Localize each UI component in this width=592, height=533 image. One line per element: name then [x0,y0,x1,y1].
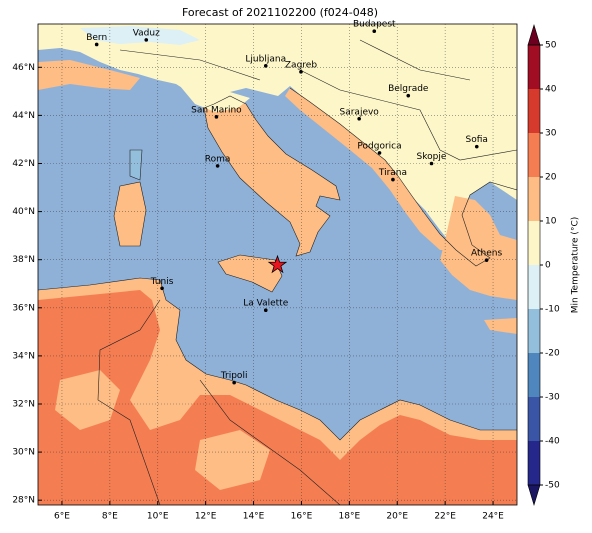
city-dot [263,308,268,312]
city-label: Tirana [378,168,407,178]
city-dot [377,151,382,155]
city-label: Vaduz [133,28,160,38]
colorbar-segment [528,265,540,309]
colorbar-segment [528,309,540,353]
city-label: San Marino [191,105,242,115]
city-label: Tunis [150,277,174,287]
city-dot [215,164,220,168]
city-label: Tripoli [220,371,248,381]
city-label: Sarajevo [340,107,380,117]
colorbar-segment [528,133,540,177]
colorbar-segment [528,221,540,265]
colorbar-extend-high [527,23,541,46]
city-dot [372,29,377,34]
city-dot [474,144,479,149]
lon-tick-label: 8°E [102,512,118,522]
lon-tick-label: 10°E [147,512,169,522]
sardinia [114,182,146,246]
lat-tick-label: 42°N [12,159,35,169]
city-dot [144,38,149,42]
lon-tick-label: 14°E [243,512,265,522]
city-dot [94,42,99,47]
colorbar-tick-label: -30 [545,393,560,403]
city-dot [429,161,434,166]
colorbar-segment [528,441,540,485]
lon-tick-label: 16°E [291,512,313,522]
city-label: Skopje [417,152,447,162]
colorbar-segment [528,353,540,397]
lon-tick-label: 22°E [434,512,456,522]
city-label: Roma [205,154,231,164]
colorbar-tick-label: -20 [545,349,560,359]
lat-tick-label: 36°N [12,303,35,313]
colorbar-tick-label: 0 [545,261,551,271]
city-label: Podgorica [357,141,401,151]
lon-tick-label: 24°E [482,512,504,522]
lat-tick-label: 44°N [12,111,35,121]
colorbar-segment [528,177,540,221]
turkey-warm [484,318,517,334]
africa-inner-cool [55,370,120,430]
lon-tick-label: 6°E [54,512,70,522]
colorbar-tick-label: -40 [545,437,560,447]
lat-tick-label: 32°N [12,399,35,409]
city-dot [406,93,411,98]
colorbar-segment [528,45,540,89]
city-dot [391,177,395,182]
lat-tick-label: 34°N [12,351,35,361]
lat-tick-label: 40°N [12,207,35,217]
lon-tick-label: 20°E [386,512,408,522]
colorbar-segment [528,89,540,133]
lat-tick-label: 46°N [12,63,35,73]
po-valley [180,86,250,112]
lon-tick-label: 12°E [195,512,217,522]
colorbar-tick-label: 30 [545,129,557,139]
city-label: Belgrade [388,84,429,94]
lat-tick-label: 28°N [12,496,35,506]
corsica [130,150,142,180]
city-label: Budapest [353,20,396,30]
city-label: Bern [86,33,107,43]
colorbar-tick-label: 50 [545,41,557,51]
city-label: La Valette [243,299,288,309]
colorbar-label: Min Temperature (°C) [571,217,581,314]
city-dot [232,380,236,385]
colorbar-tick-label: 20 [545,173,557,183]
lat-tick-label: 38°N [12,255,35,265]
colorbar-tick-label: 10 [545,217,557,227]
greece-warm [440,196,517,300]
colorbar-tick-label: 40 [545,85,557,95]
lon-tick-label: 18°E [339,512,361,522]
city-dot [160,286,164,291]
france-warm [38,60,140,90]
africa-warm [38,290,517,505]
africa-inner-cool [195,430,270,490]
sicily [218,255,282,292]
map-frame [37,23,518,506]
lat-tick-label: 30°N [12,448,35,458]
city-label: Zagreb [285,60,317,70]
city-dot [484,258,489,262]
city-dot [299,70,303,74]
city-label: Sofia [466,135,488,145]
colorbar-tick-label: -50 [545,481,560,491]
title: Forecast of 2021102200 (f024-048) [182,6,378,19]
italy [204,96,340,256]
city-dot [357,116,361,121]
city-label: Athens [471,249,502,259]
colorbar-tick-label: -10 [545,305,560,315]
borders [38,39,517,505]
colorbar-extend-low [527,484,541,507]
city-dot [263,64,268,68]
adriatic-coast-warm [285,88,456,250]
colorbar-segment [528,397,540,441]
star-marker [267,254,288,274]
city-label: Ljubljana [245,54,286,64]
city-dot [214,115,219,119]
